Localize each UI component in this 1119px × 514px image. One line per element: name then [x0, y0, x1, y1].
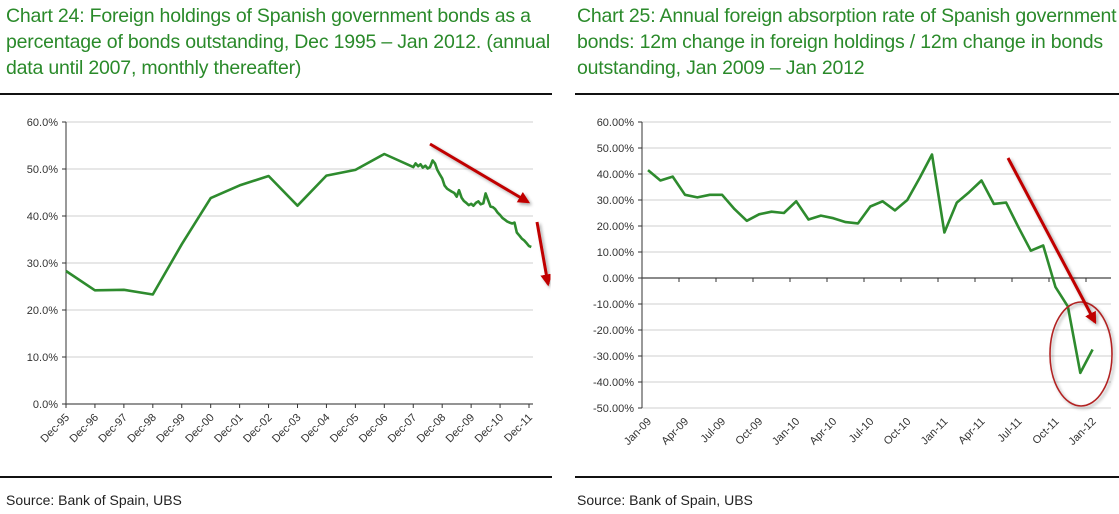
x-tick-label: Oct-10: [882, 416, 914, 448]
x-tick-label: Apr-10: [808, 416, 840, 448]
x-tick-label: Jan-11: [919, 416, 951, 448]
y-tick-label: 0.0%: [33, 399, 58, 411]
x-tick-label: Oct-11: [1030, 416, 1061, 447]
x-tick-label: Jul-10: [847, 416, 877, 446]
x-tick-label: Jul-09: [699, 416, 729, 446]
chart24-plot: 0.0%10.0%20.0%30.0%40.0%50.0%60.0%Dec-95…: [27, 117, 553, 445]
annotation-arrow-drop: [535, 221, 553, 287]
series-line-foreign-holdings: [65, 152, 532, 296]
chart24-title: Chart 24: Foreign holdings of Spanish go…: [6, 5, 550, 79]
y-tick-label: 40.0%: [27, 211, 58, 223]
chart25-bottom-rule: [575, 476, 1119, 478]
y-tick-label: 30.00%: [597, 195, 635, 207]
x-tick-label: Jul-11: [996, 416, 1025, 445]
y-tick-label: 10.00%: [597, 247, 635, 259]
y-tick-label: 50.0%: [27, 164, 58, 176]
chart24-top-rule: [0, 93, 552, 95]
y-tick-label: 30.0%: [27, 258, 58, 270]
x-tick-label: Jan-10: [770, 416, 802, 448]
y-tick-label: 60.0%: [27, 117, 58, 129]
y-tick-label: 50.00%: [597, 143, 635, 155]
annotation-arrow-trend: [1006, 157, 1097, 325]
x-tick-label: Jan-12: [1066, 416, 1098, 448]
x-tick-label: Apr-09: [659, 416, 691, 448]
y-tick-label: -40.00%: [593, 377, 634, 389]
chart25-plot: -50.00% -40.00% -30.00% -20.00% -10.00% 0.00%…: [593, 117, 1113, 448]
y-tick-label: 60.00%: [597, 117, 635, 129]
chart24-source: Source: Bank of Spain, UBS: [6, 492, 182, 508]
y-tick-label: 10.0%: [27, 352, 58, 364]
chart25-title: Chart 25: Annual foreign absorption rate…: [577, 5, 1117, 79]
y-tick-label: -10.00%: [593, 299, 634, 311]
y-tick-label: -50.00%: [593, 403, 634, 415]
y-tick-label: 0.00%: [603, 273, 634, 285]
y-tick-label: 40.00%: [597, 169, 635, 181]
x-tick-label: Apr-11: [956, 416, 987, 447]
y-tick-label: 20.0%: [27, 305, 58, 317]
y-tick-label: 20.00%: [597, 221, 635, 233]
annotation-ellipse: [1049, 301, 1113, 407]
y-tick-label: -20.00%: [593, 325, 634, 337]
series-line-absorption-rate: [647, 153, 1094, 375]
x-tick-label: Jan-09: [622, 416, 654, 448]
x-tick-label: Oct-09: [733, 416, 765, 448]
y-tick-label: -30.00%: [593, 351, 634, 363]
chart25-top-rule: [575, 93, 1119, 95]
chart24-bottom-rule: [0, 476, 552, 478]
annotation-arrow-trend: [429, 142, 531, 204]
chart25-source: Source: Bank of Spain, UBS: [577, 492, 753, 508]
